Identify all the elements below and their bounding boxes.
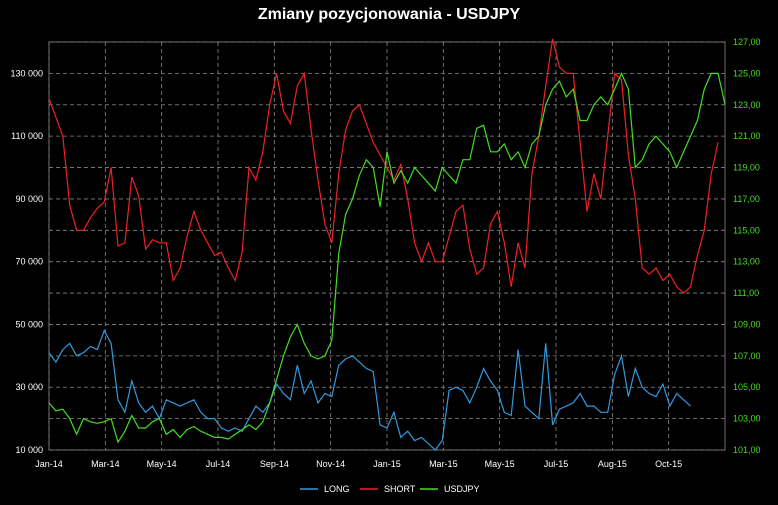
y-left-tick-label: 30 000 (15, 382, 43, 392)
y-left-tick-label: 10 000 (15, 445, 43, 455)
y-right-tick-label: 115,00 (733, 225, 760, 235)
y-right-tick-label: 105,00 (733, 382, 761, 392)
x-tick-label: Nov-14 (316, 459, 345, 469)
y-left-tick-label: 50 000 (15, 319, 43, 329)
legend: LONG SHORT USDJPY (300, 484, 480, 494)
x-tick-label: Mar-14 (91, 459, 120, 469)
axes: 101,00 103,00 105,00 107,00 109,00 111,00 113,… (10, 37, 760, 469)
y-left-tick-label: 70 000 (15, 257, 43, 267)
x-tick-label: Oct-15 (655, 459, 682, 469)
chart-title: Zmiany pozycjonowania - USDJPY (257, 6, 521, 23)
y-right-tick-label: 119,00 (733, 163, 760, 173)
x-tick-label: May-15 (485, 459, 515, 469)
y-left-tick-label: 130 000 (10, 68, 43, 78)
legend-label-usdjpy: USDJPY (444, 484, 480, 494)
y-left-tick-label: 90 000 (15, 194, 43, 204)
legend-label-short: SHORT (384, 484, 416, 494)
y-right-tick-label: 101,00 (733, 445, 761, 455)
y-right-tick-label: 121,00 (733, 131, 761, 141)
y-right-tick-label: 107,00 (733, 351, 761, 361)
y-right-tick-label: 125,00 (733, 68, 761, 78)
x-tick-label: Jan-14 (35, 459, 63, 469)
x-tick-label: Jan-15 (373, 459, 401, 469)
x-tick-label: Sep-14 (260, 459, 289, 469)
series (48, 38, 726, 451)
x-tick-label: Aug-15 (598, 459, 627, 469)
x-tick-label: May-14 (147, 459, 177, 469)
legend-label-long: LONG (324, 484, 350, 494)
y-right-tick-label: 117,00 (733, 194, 760, 204)
y-right-tick-label: 113,00 (733, 257, 760, 267)
series-line-usdjpy (48, 71, 726, 444)
series-line-long (48, 329, 691, 451)
y-right-tick-label: 111,00 (733, 288, 759, 298)
y-right-tick-label: 123,00 (733, 100, 761, 110)
x-tick-label: Jul-14 (206, 459, 231, 469)
plot-border (48, 41, 726, 451)
y-right-tick-label: 103,00 (733, 414, 761, 424)
series-line-short (48, 38, 719, 294)
y-right-tick-label: 109,00 (733, 319, 761, 329)
y-right-tick-label: 127,00 (733, 37, 761, 47)
y-left-tick-label: 110 000 (11, 131, 43, 141)
x-tick-label: Jul-15 (544, 459, 569, 469)
x-tick-label: Mar-15 (429, 459, 458, 469)
